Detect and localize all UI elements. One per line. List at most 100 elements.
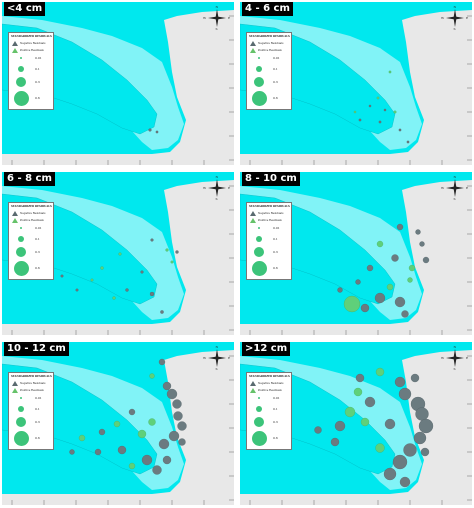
legend-negative-label: Negative Residuals	[258, 382, 284, 385]
negative-residual-dot	[337, 287, 343, 293]
positive-residual-dot	[375, 443, 385, 453]
legend-negative: Negative Residuals	[250, 381, 283, 386]
negative-residual-dot	[406, 140, 410, 144]
panel-label: 4 - 6 cm	[242, 2, 293, 16]
negative-residual-dot	[358, 118, 362, 122]
panel-label: 8 - 10 cm	[242, 172, 300, 186]
negative-residual-dot	[75, 288, 79, 292]
legend-size-label: 0.3	[35, 79, 40, 84]
legend-negative-label: Negative Residuals	[20, 42, 46, 45]
residual-legend: STANDARDIZED RESIDUALS Negative Residuals…	[246, 202, 292, 280]
panel-label: 6 - 8 cm	[4, 172, 55, 186]
negative-residual-dot	[177, 421, 187, 431]
positive-residual-dot	[353, 110, 357, 114]
negative-residual-dot	[398, 128, 402, 132]
negative-triangle-icon	[12, 211, 18, 216]
compass-rose-icon: N S E W	[441, 5, 469, 31]
positive-residual-dot	[149, 373, 155, 379]
compass-s: S	[453, 367, 456, 371]
legend-size-circle	[254, 247, 264, 257]
positive-residual-dot	[170, 260, 174, 264]
legend-size-label: 0.1	[35, 236, 40, 241]
negative-residual-dot	[168, 430, 180, 442]
legend-size-label: 0.6	[35, 265, 40, 270]
compass-w: W	[441, 356, 445, 360]
legend-size-label: 0.6	[273, 435, 278, 440]
positive-residual-dot	[375, 367, 385, 377]
compass-e: E	[466, 186, 469, 190]
residual-legend: STANDARDIZED RESIDUALS Negative Residuals…	[8, 32, 54, 110]
legend-size-circle	[254, 417, 264, 427]
legend-negative-label: Negative Residuals	[258, 42, 284, 45]
residual-legend: STANDARDIZED RESIDUALS Negative Residuals…	[246, 372, 292, 450]
negative-triangle-icon	[12, 381, 18, 386]
positive-residual-dot	[343, 295, 361, 313]
negative-residual-dot	[69, 449, 75, 455]
legend-positive: Positive Residuals	[12, 48, 44, 53]
negative-residual-dot	[60, 274, 64, 278]
negative-residual-dot	[419, 241, 425, 247]
legend-size-circle	[18, 66, 24, 72]
positive-residual-dot	[90, 278, 94, 282]
compass-w: W	[203, 186, 207, 190]
negative-residual-dot	[415, 229, 421, 235]
legend-positive-label: Positive Residuals	[20, 49, 44, 52]
negative-residual-dot	[141, 454, 153, 466]
legend-title: STANDARDIZED RESIDUALS	[249, 35, 290, 38]
negative-residual-dot	[158, 358, 166, 366]
map-panel-lt4: <4 cm STANDARDIZED RESIDUALS Negative Res…	[2, 2, 234, 165]
legend-positive-label: Positive Residuals	[258, 49, 282, 52]
negative-residual-dot	[334, 420, 346, 432]
legend-negative: Negative Residuals	[12, 381, 45, 386]
negative-residual-dot	[162, 455, 172, 465]
legend-negative: Negative Residuals	[12, 211, 45, 216]
residual-legend: STANDARDIZED RESIDUALS Negative Residuals…	[8, 372, 54, 450]
compass-n: N	[453, 175, 457, 179]
negative-triangle-icon	[12, 41, 18, 46]
legend-size-label: 0.01	[35, 55, 42, 60]
positive-residual-dot	[78, 434, 86, 442]
negative-residual-dot	[149, 291, 155, 297]
compass-w: W	[203, 356, 207, 360]
negative-residual-dot	[128, 408, 136, 416]
residual-legend: STANDARDIZED RESIDUALS Negative Residuals…	[246, 32, 292, 110]
compass-s: S	[453, 27, 456, 31]
positive-residual-dot	[165, 248, 169, 252]
legend-title: STANDARDIZED RESIDUALS	[11, 205, 52, 208]
compass-w: W	[203, 16, 207, 20]
legend-negative: Negative Residuals	[12, 41, 45, 46]
negative-residual-dot	[384, 418, 396, 430]
negative-residual-dot	[355, 279, 361, 285]
compass-s: S	[453, 197, 456, 201]
legend-size-circle	[16, 77, 26, 87]
legend-size-label: 0.1	[273, 236, 278, 241]
positive-residual-dot	[113, 420, 121, 428]
legend-size-label: 0.01	[35, 225, 42, 230]
map-panel-4-6: 4 - 6 cm STANDARDIZED RESIDUALS Negative …	[240, 2, 472, 165]
compass-s: S	[215, 27, 218, 31]
negative-residual-dot	[410, 373, 420, 383]
negative-residual-dot	[314, 426, 322, 434]
compass-e: E	[466, 16, 469, 20]
compass-w: W	[441, 16, 445, 20]
negative-residual-dot	[398, 387, 412, 401]
positive-residual-dot	[344, 406, 356, 418]
legend-negative-label: Negative Residuals	[20, 382, 46, 385]
legend-size-label: 0.6	[273, 95, 278, 100]
positive-residual-dot	[376, 96, 380, 100]
negative-residual-dot	[94, 448, 102, 456]
legend-title: STANDARDIZED RESIDUALS	[249, 205, 290, 208]
legend-size-label: 0.3	[273, 419, 278, 424]
negative-residual-dot	[415, 407, 429, 421]
legend-size-circle	[258, 227, 260, 229]
legend-positive: Positive Residuals	[250, 218, 282, 223]
compass-rose-icon: N S E W	[203, 5, 230, 31]
legend-size-circle	[251, 260, 267, 276]
negative-residual-dot	[178, 438, 186, 446]
negative-residual-dot	[422, 256, 430, 264]
positive-triangle-icon	[250, 218, 256, 223]
compass-n: N	[453, 345, 457, 349]
positive-residual-dot	[360, 417, 370, 427]
legend-size-label: 0.6	[35, 435, 40, 440]
compass-e: E	[228, 186, 231, 190]
